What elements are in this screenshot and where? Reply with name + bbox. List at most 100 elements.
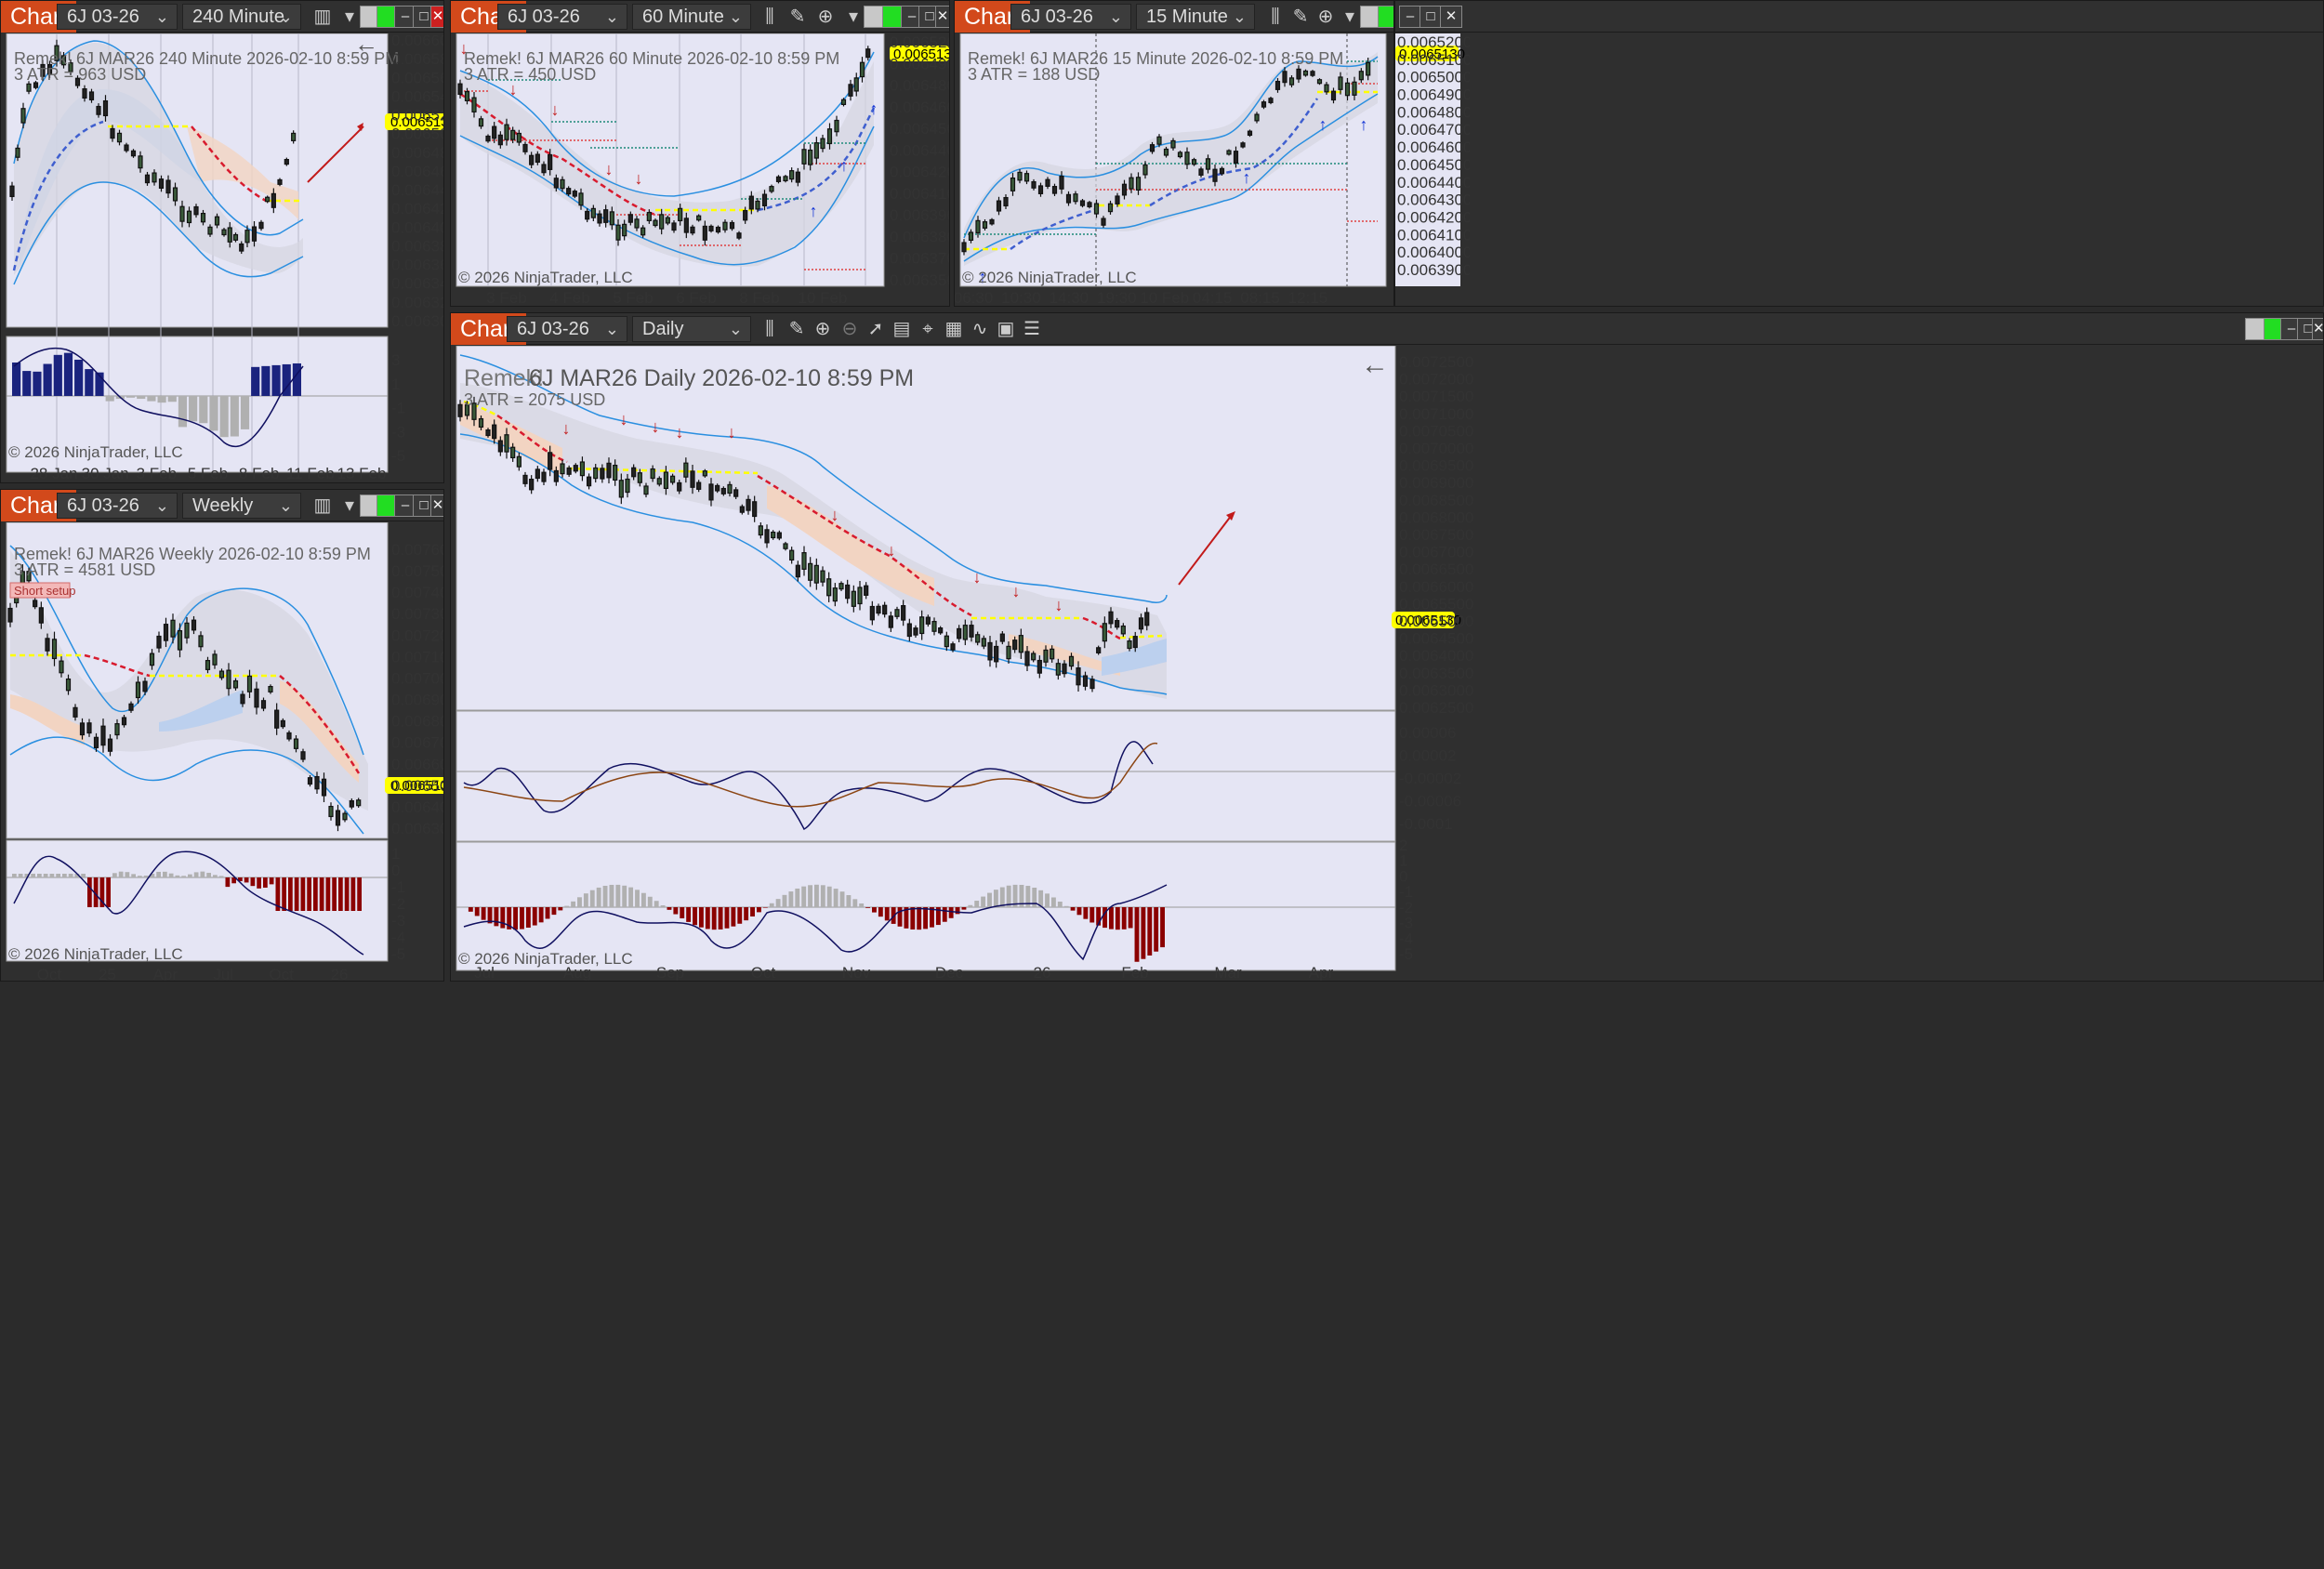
- interval-selector[interactable]: Weekly ⌄: [182, 493, 301, 519]
- price-axis-label: 0.0065000: [391, 777, 444, 795]
- chart-plot[interactable]: ↓ ↓ ↓ ↓ ↓ ↑ ↑ ↑ Remek! 6J MAR26 60 Minut…: [451, 33, 949, 306]
- candle-body: [888, 615, 893, 628]
- candle-body: [671, 222, 677, 231]
- candle-body: [603, 209, 609, 223]
- candle-body: [826, 578, 832, 597]
- list-icon[interactable]: ☰: [1023, 319, 1040, 339]
- interval-selector[interactable]: 60 Minute ⌄: [632, 4, 751, 30]
- pencil-icon[interactable]: ✎: [1292, 7, 1309, 27]
- candle-body: [755, 200, 760, 210]
- bar-style-icon[interactable]: ⫼: [1271, 7, 1280, 27]
- instrument-selector[interactable]: 6J 03-26 ⌄: [57, 493, 178, 519]
- properties-icon[interactable]: ▤: [892, 319, 911, 339]
- histogram-bar: [105, 396, 114, 402]
- histogram-bar: [487, 907, 493, 924]
- histogram-bar: [1134, 907, 1140, 962]
- close-icon[interactable]: ✕: [1440, 6, 1462, 28]
- price-axis-label: 0.0065800: [391, 50, 444, 68]
- chart-plot[interactable]: Remek! 6J MAR26 240 Minute 2026-02-10 8:…: [1, 33, 443, 482]
- price-axis-label: 0.0065500: [1399, 595, 1473, 613]
- bar-style-icon[interactable]: ⫼: [765, 7, 774, 27]
- zoom-in-icon[interactable]: ⊕: [817, 7, 834, 27]
- instrument-selector[interactable]: 6J 03-26 ⌄: [1010, 4, 1131, 30]
- candle-body: [1087, 202, 1092, 208]
- chevron-down-icon[interactable]: ▾: [1344, 7, 1355, 27]
- bar-style-icon[interactable]: ▥: [313, 495, 332, 516]
- chart-window-weekly: Chart 6J 03-26 ⌄ Weekly ⌄ ▥ ▾ – □ ✕ Remek!…: [0, 489, 444, 982]
- candle-body: [207, 226, 213, 235]
- chart-plot[interactable]: Remek! 6J MAR26 Weekly 2026-02-10 8:59 P…: [1, 522, 443, 981]
- candle-body: [560, 463, 565, 475]
- copyright-label: © 2026 NinjaTrader, LLC: [458, 950, 633, 968]
- strategies-icon[interactable]: ∿: [971, 319, 988, 339]
- candle-body: [1017, 171, 1023, 181]
- candle-body: [138, 155, 143, 169]
- mid-line-blue: [12, 120, 104, 271]
- candle-body: [529, 154, 535, 165]
- back-arrow-icon[interactable]: ←: [1361, 349, 1389, 380]
- chart-overlay-title: 6J MAR26 Daily 2026-02-10 8:59 PM: [529, 365, 914, 391]
- interval-selector[interactable]: 240 Minute ⌄: [182, 4, 301, 30]
- histogram-bar: [737, 907, 743, 924]
- candle-body: [931, 621, 937, 632]
- chevron-down-icon[interactable]: ▾: [344, 7, 355, 27]
- close-icon[interactable]: ✕: [2312, 318, 2323, 340]
- close-icon[interactable]: ✕: [430, 494, 443, 517]
- histogram-bar: [731, 907, 736, 927]
- histogram-bar: [609, 884, 614, 907]
- bar-style-icon[interactable]: ▥: [313, 7, 332, 27]
- time-axis-label: 10 Feb: [1140, 289, 1189, 307]
- close-icon[interactable]: ✕: [935, 6, 949, 28]
- histogram-bar: [948, 907, 954, 918]
- pointer-icon[interactable]: ➚: [867, 319, 884, 339]
- candle-body: [1247, 130, 1253, 137]
- minimize-icon[interactable]: –: [1399, 6, 1421, 28]
- candle-body: [179, 205, 185, 222]
- price-tag: 0.0065130: [893, 46, 950, 62]
- pencil-icon[interactable]: ✎: [788, 319, 805, 339]
- histogram-bar: [1083, 907, 1089, 919]
- chevron-down-icon[interactable]: ▾: [344, 495, 355, 516]
- maximize-icon[interactable]: □: [1419, 6, 1442, 28]
- histogram-bar: [1050, 897, 1056, 907]
- candle-body: [938, 627, 944, 634]
- chart-plot[interactable]: ↑ ↑ ↑ ↑ Remek! 6J MAR26 15 Minute 2026-0…: [955, 33, 1393, 306]
- zoom-in-icon[interactable]: ⊕: [1317, 7, 1334, 27]
- candle-body: [665, 217, 670, 224]
- close-icon[interactable]: ✕: [430, 6, 443, 28]
- pencil-icon[interactable]: ✎: [789, 7, 806, 27]
- histogram-bar: [942, 907, 947, 922]
- candle-body: [739, 506, 745, 513]
- window-maximize-icon[interactable]: [1378, 6, 1393, 28]
- zoom-in-icon[interactable]: ⊕: [814, 319, 831, 339]
- histogram-bar: [53, 354, 62, 396]
- histogram-bar: [22, 371, 32, 396]
- price-axis-label: 0.0064600: [890, 99, 950, 116]
- chart-window-daily: Chart 6J 03-26 ⌄ Daily ⌄ ⫼ ✎ ⊕ ⊖ ➚ ▤ ⌖ ▦ ∿…: [450, 312, 2324, 982]
- interval-selector[interactable]: Daily ⌄: [632, 316, 751, 342]
- time-axis-label: Mar: [1214, 964, 1242, 982]
- histogram-bar: [292, 363, 301, 396]
- candle-body: [1127, 640, 1132, 650]
- instrument-selector[interactable]: 6J 03-26 ⌄: [507, 316, 627, 342]
- instrument-selector[interactable]: 6J 03-26 ⌄: [57, 4, 178, 30]
- zoom-out-icon[interactable]: ⊖: [841, 319, 858, 339]
- templates-icon[interactable]: ▣: [997, 319, 1015, 339]
- histogram-bar: [935, 907, 941, 926]
- interval-selector[interactable]: 15 Minute ⌄: [1136, 4, 1255, 30]
- candle-body: [1018, 635, 1023, 653]
- bar-style-icon[interactable]: ⫼: [765, 319, 774, 339]
- chevron-down-icon[interactable]: ▾: [848, 7, 859, 27]
- price-axis-label: 0.0069000: [391, 692, 444, 709]
- indicators-icon[interactable]: ▦: [944, 319, 963, 339]
- chart-plot[interactable]: ↓ ↓ ↓ ↓ ↓ ↓ ↓ ↓ ↓ ↓ Remek! 6J MAR26 Dail…: [451, 346, 2323, 981]
- candle-body: [478, 417, 484, 429]
- instrument-selector[interactable]: 6J 03-26 ⌄: [497, 4, 627, 30]
- back-arrow-icon[interactable]: ←: [354, 33, 378, 58]
- histogram-bar: [95, 372, 104, 396]
- candle-body: [795, 564, 800, 578]
- crosshair-icon[interactable]: ⌖: [922, 319, 933, 339]
- histogram-bar: [231, 877, 236, 884]
- candle-body: [1079, 200, 1086, 206]
- oscillator-axis-label: -5: [1399, 945, 1413, 963]
